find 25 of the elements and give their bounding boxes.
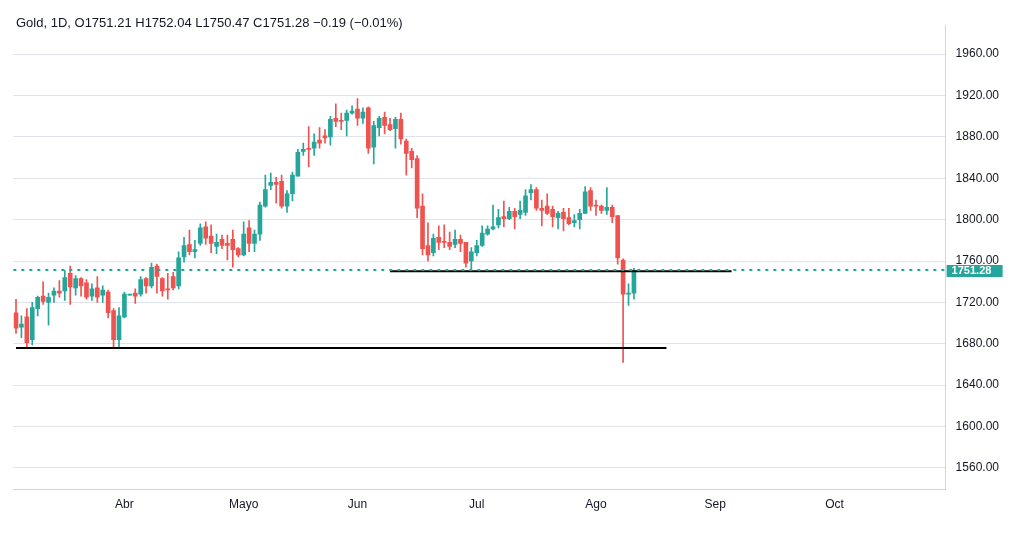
y-tick-label: 1920.00 bbox=[955, 87, 1000, 102]
y-tick-label: 1680.00 bbox=[955, 336, 1000, 351]
candlestick bbox=[300, 142, 306, 156]
candlestick bbox=[306, 126, 312, 168]
chart-title: Gold, 1D, O1751.21 H1752.04 L1750.47 C1751.28 −0.19 (−0.01%) bbox=[16, 15, 403, 30]
y-tick-label: 1600.00 bbox=[955, 418, 1000, 433]
ref-line-label: 1751.28 bbox=[951, 264, 992, 277]
x-tick-label: Abr bbox=[115, 497, 134, 512]
candlestick bbox=[268, 172, 274, 190]
y-tick-label: 1720.00 bbox=[955, 294, 1000, 309]
x-tick-label: Ago bbox=[585, 497, 607, 512]
y-tick-label: 1800.00 bbox=[955, 211, 1000, 226]
y-tick-label: 1840.00 bbox=[955, 170, 1000, 185]
y-tick-label: 1880.00 bbox=[955, 129, 1000, 144]
y-tick-label: 1640.00 bbox=[955, 377, 1000, 392]
candlestick bbox=[501, 200, 507, 228]
x-tick-label: Oct bbox=[825, 497, 845, 512]
x-tick-label: Mayo bbox=[229, 497, 259, 512]
y-tick-label: 1960.00 bbox=[955, 46, 1000, 61]
x-tick-label: Sep bbox=[704, 497, 727, 512]
candlestick bbox=[571, 214, 577, 228]
candlestick bbox=[192, 240, 198, 259]
y-tick-label: 1560.00 bbox=[955, 460, 1000, 475]
x-tick-label: Jun bbox=[347, 497, 368, 512]
x-tick-label: Jul bbox=[469, 497, 485, 512]
